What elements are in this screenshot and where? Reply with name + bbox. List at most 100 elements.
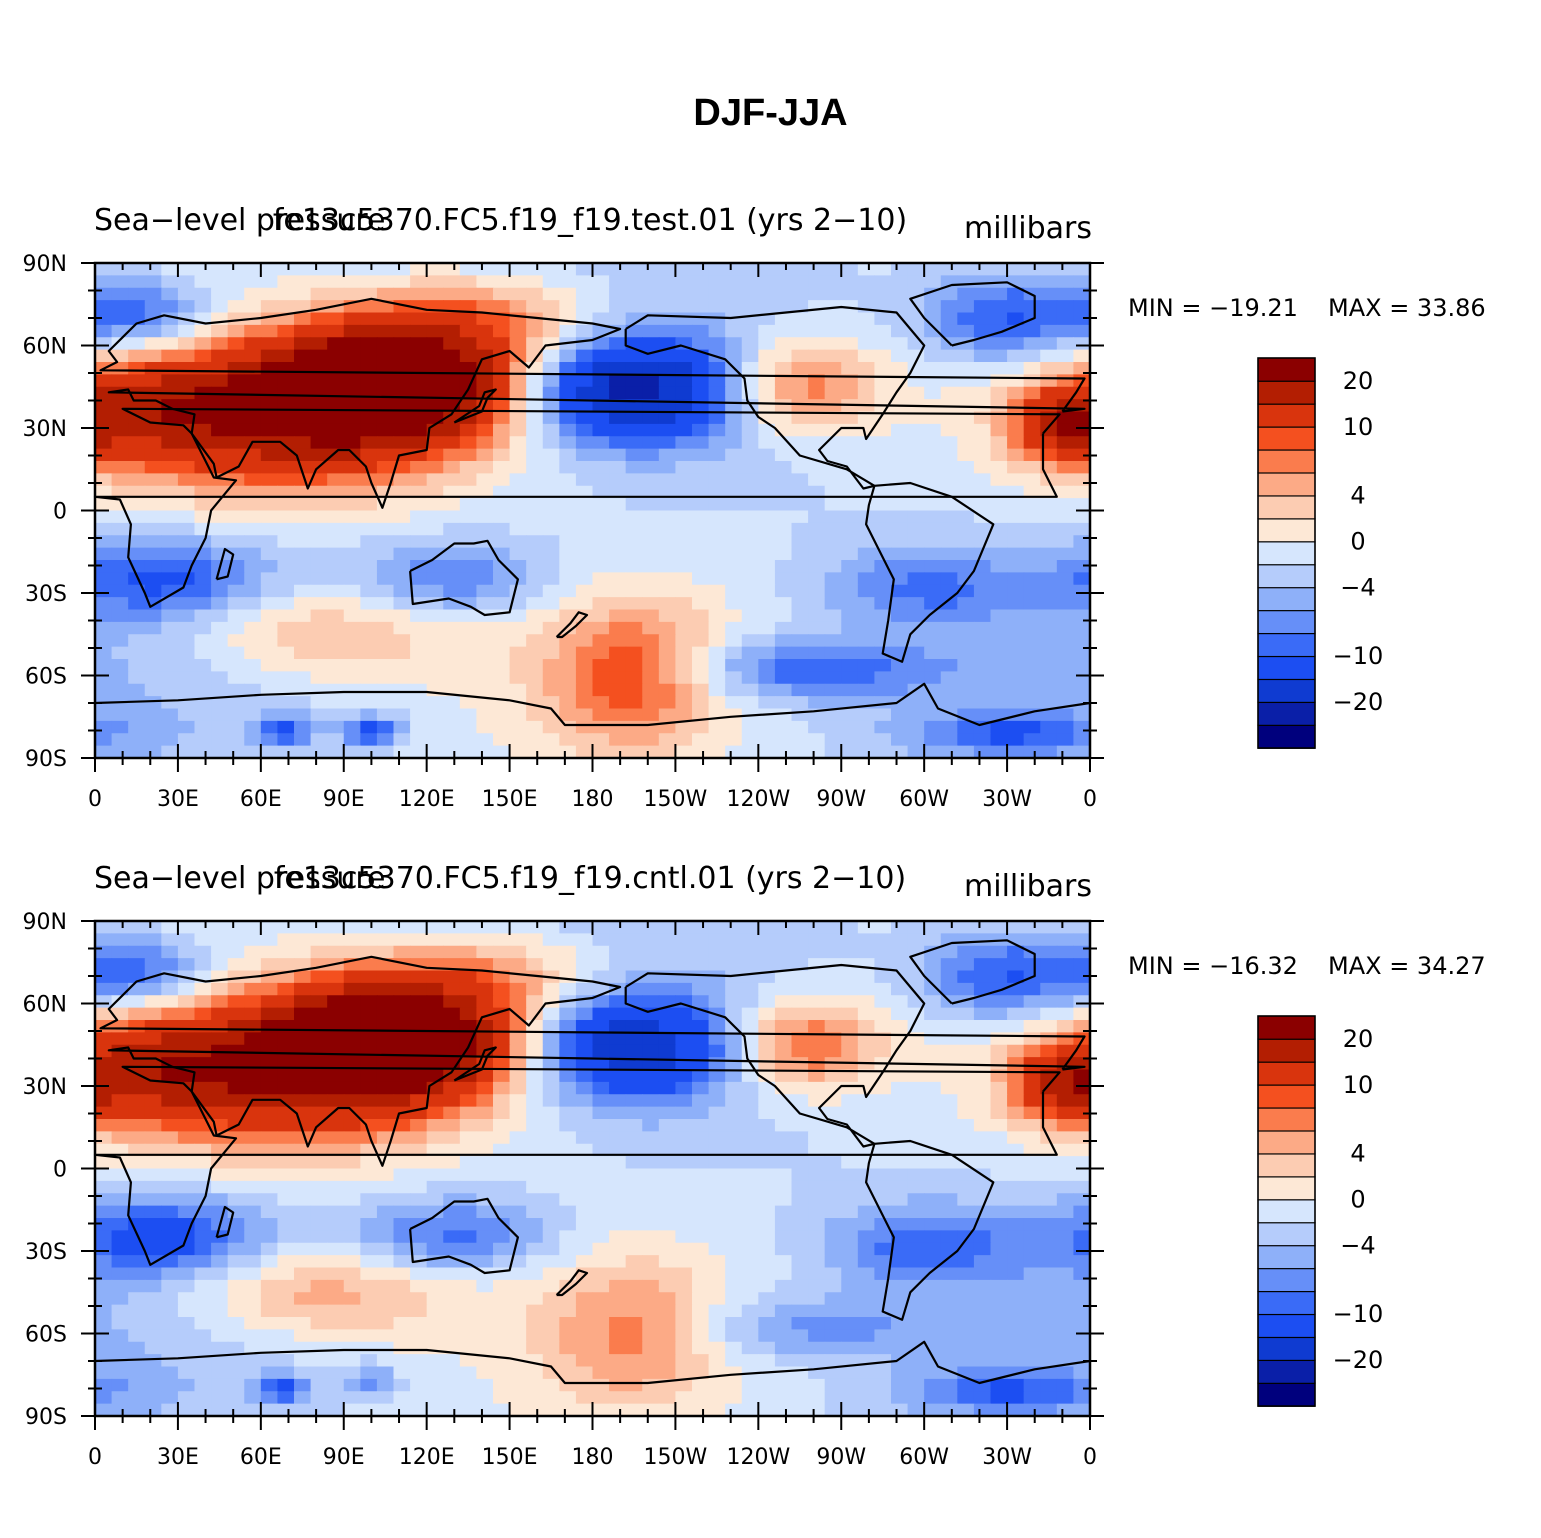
field-cell	[376, 708, 395, 722]
field-cell	[592, 423, 610, 437]
field-cell	[376, 683, 395, 697]
field-cell	[410, 1020, 428, 1033]
field-cell	[592, 1069, 610, 1083]
field-cell	[426, 933, 444, 947]
field-cell	[294, 1378, 312, 1392]
field-cell	[277, 1180, 295, 1194]
field-cell	[294, 1354, 312, 1368]
field-cell	[393, 560, 411, 573]
field-cell	[509, 448, 527, 462]
field-cell	[990, 547, 1008, 561]
field-cell	[891, 1094, 909, 1108]
field-cell	[725, 535, 743, 549]
field-cell	[658, 1007, 677, 1021]
field-cell	[410, 374, 428, 388]
field-cell	[990, 1193, 1008, 1207]
field-cell	[907, 535, 925, 549]
field-cell	[459, 720, 478, 734]
field-cell	[327, 1341, 345, 1355]
field-cell	[244, 300, 262, 314]
field-cell	[493, 399, 511, 413]
field-cell	[891, 411, 909, 425]
field-cell	[426, 646, 444, 660]
field-cell	[692, 621, 710, 635]
field-cell	[692, 572, 710, 586]
field-cell	[194, 621, 212, 635]
field-cell	[194, 1391, 212, 1405]
field-cell	[393, 970, 411, 984]
field-cell	[774, 1341, 793, 1355]
field-cell	[393, 287, 411, 301]
field-cell	[725, 1230, 743, 1244]
field-cell	[1040, 621, 1058, 635]
field-cell	[443, 1032, 461, 1046]
field-cell	[144, 436, 162, 450]
field-cell	[725, 970, 743, 984]
field-cell	[857, 671, 876, 685]
field-cell	[675, 696, 693, 710]
field-cell	[426, 683, 444, 697]
field-cell	[973, 646, 992, 660]
field-cell	[625, 1292, 643, 1306]
field-cell	[741, 1341, 759, 1355]
field-cell	[675, 1230, 693, 1244]
field-cell	[642, 609, 660, 623]
field-cell	[575, 1168, 594, 1182]
field-cell	[376, 1267, 395, 1281]
field-cell	[791, 1081, 809, 1095]
field-cell	[426, 560, 444, 573]
field-cell	[758, 1378, 776, 1392]
field-cell	[161, 362, 179, 375]
field-cell	[791, 933, 809, 947]
field-cell	[791, 287, 809, 301]
field-cell	[177, 1267, 196, 1281]
field-cell	[294, 423, 312, 437]
field-cell	[1056, 300, 1075, 314]
field-cell	[194, 287, 212, 301]
field-cell	[791, 362, 809, 375]
field-cell	[244, 1081, 262, 1095]
field-cell	[177, 1279, 196, 1293]
field-cell	[824, 584, 842, 598]
field-cell	[940, 1304, 958, 1318]
field-cell	[675, 1391, 693, 1405]
field-cell	[774, 436, 793, 450]
field-cell	[841, 921, 859, 934]
field-cell	[1056, 1292, 1075, 1306]
field-cell	[95, 572, 113, 586]
field-cell	[443, 386, 461, 400]
field-cell	[725, 1292, 743, 1306]
field-cell	[1023, 560, 1041, 573]
field-cell	[824, 1143, 842, 1157]
field-cell	[957, 1168, 975, 1182]
field-cell	[476, 1378, 494, 1392]
field-cell	[675, 933, 693, 947]
field-cell	[924, 646, 942, 660]
field-cell	[343, 1143, 361, 1157]
field-cell	[658, 1156, 677, 1170]
field-cell	[493, 572, 511, 586]
field-cell	[1056, 982, 1075, 996]
field-cell	[708, 945, 726, 959]
field-cell	[592, 362, 610, 375]
field-cell	[559, 436, 577, 450]
field-cell	[957, 634, 975, 648]
field-cell	[526, 522, 544, 536]
field-cell	[410, 1193, 428, 1207]
field-cell	[393, 1317, 411, 1330]
field-cell	[725, 337, 743, 351]
field-cell	[973, 312, 992, 326]
field-cell	[841, 1081, 859, 1095]
field-cell	[343, 1168, 361, 1182]
colorbar-box	[1257, 563, 1316, 589]
field-cell	[476, 300, 494, 314]
field-cell	[360, 1180, 378, 1194]
field-cell	[542, 1007, 560, 1021]
field-cell	[874, 1218, 892, 1231]
field-cell	[376, 696, 395, 710]
field-cell	[824, 683, 842, 697]
field-cell	[343, 1119, 361, 1132]
field-cell	[575, 1057, 594, 1071]
field-cell	[426, 362, 444, 375]
field-cell	[907, 1218, 925, 1231]
